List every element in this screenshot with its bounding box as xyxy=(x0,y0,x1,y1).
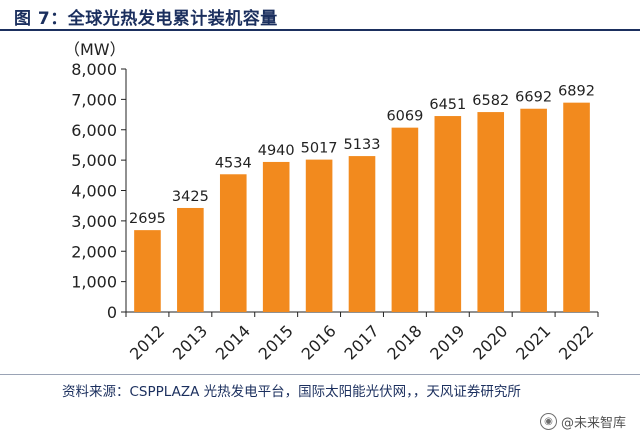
bar xyxy=(134,230,161,312)
bar xyxy=(263,162,290,312)
y-tick-label: 0 xyxy=(107,303,117,322)
y-tick-label: 1,000 xyxy=(71,273,117,292)
bar xyxy=(177,208,204,312)
x-tick-label: 2017 xyxy=(341,321,383,363)
data-label: 5017 xyxy=(301,141,338,157)
bar xyxy=(220,174,247,312)
data-label: 4940 xyxy=(258,143,295,159)
data-label: 6892 xyxy=(558,84,595,100)
data-label: 5133 xyxy=(344,137,381,153)
data-label: 6582 xyxy=(472,93,509,109)
x-tick-label: 2020 xyxy=(469,321,511,363)
bar xyxy=(563,103,590,312)
data-label: 3425 xyxy=(172,189,209,205)
data-label: 6692 xyxy=(515,90,552,106)
y-tick-label: 6,000 xyxy=(71,121,117,140)
data-label: 2695 xyxy=(129,211,166,227)
bar xyxy=(392,128,419,312)
bar xyxy=(349,156,376,312)
source-divider xyxy=(0,374,640,375)
x-tick-label: 2021 xyxy=(512,321,554,363)
y-tick-label: 8,000 xyxy=(71,60,117,79)
x-tick-label: 2018 xyxy=(383,321,425,363)
x-tick-label: 2015 xyxy=(255,321,297,363)
x-tick-label: 2012 xyxy=(126,321,168,363)
bar xyxy=(306,160,333,312)
bar xyxy=(477,112,504,312)
data-label: 4534 xyxy=(215,155,252,171)
bar xyxy=(520,109,547,312)
y-tick-label: 2,000 xyxy=(71,242,117,261)
watermark-text: @未来智库 xyxy=(561,412,626,431)
y-tick-label: 5,000 xyxy=(71,151,117,170)
weibo-icon: ◉ xyxy=(540,413,557,430)
x-tick-label: 2019 xyxy=(426,321,468,363)
bar-chart: 0 1,000 2,000 3,000 4,000 5,000 6,000 7,000 8,00… xyxy=(0,0,640,437)
y-tick-label: 3,000 xyxy=(71,212,117,231)
x-tick-label: 2022 xyxy=(555,321,597,363)
y-tick-label: 7,000 xyxy=(71,90,117,109)
x-tick-label: 2014 xyxy=(212,321,254,363)
x-tick-label: 2013 xyxy=(169,321,211,363)
bar xyxy=(435,116,462,312)
x-tick-label: 2016 xyxy=(298,321,340,363)
watermark: ◉ @未来智库 xyxy=(540,412,626,431)
source-note: 资料来源：CSPPLAZA 光热发电平台，国际太阳能光伏网，，天风证券研究所 xyxy=(62,380,521,400)
y-tick-label: 4,000 xyxy=(71,182,117,201)
data-label: 6451 xyxy=(429,97,466,113)
data-label: 6069 xyxy=(386,109,423,125)
